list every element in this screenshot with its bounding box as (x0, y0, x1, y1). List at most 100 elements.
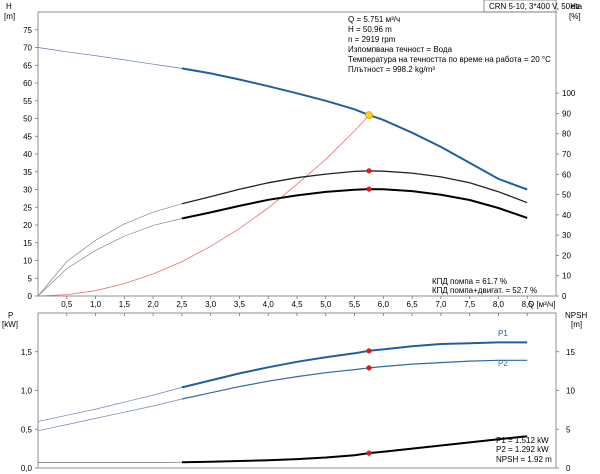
P2-curve-extrapolated (37, 398, 182, 432)
title-box-text: CRN 5-10, 3*400 V, 50Hz (489, 2, 580, 11)
x-tick-labels: 0,5 1,0 1,5 2,0 2,5 3,0 3,5 4,0 4,5 5,0 5,5 6,0 6,5 7… (61, 300, 533, 309)
x-tick-label: 5,0 (320, 300, 332, 309)
top-left-tick-label: 10 (23, 257, 32, 266)
top-right-tick-label: 0 (562, 292, 567, 301)
info-line-head: H = 50.96 m (348, 25, 392, 34)
x-tick-label: 2,0 (148, 300, 160, 309)
bottom-right-tick-label: 5 (566, 425, 571, 434)
x-tick-label: 8,5 (522, 300, 534, 309)
bottom-left-tick-label: 0,0 (21, 464, 33, 473)
operating-point-eta-pump (366, 168, 372, 174)
top-right-tick-label: 20 (562, 251, 571, 260)
top-left-tick-label: 0 (28, 292, 33, 301)
eta-pump-label: КПД помпа = 61.7 % (432, 277, 507, 286)
x-axis-label: Q [м³/ч] (528, 300, 555, 309)
readout-p2: P2 = 1.292 kW (496, 445, 549, 454)
bottom-right-tick-label: 0 (566, 464, 571, 473)
head-curve (181, 67, 528, 191)
top-ylabel-left-unit: [m] (4, 12, 15, 21)
legend-p2: P2 (498, 359, 508, 368)
bottom-left-tick-label: 0,5 (21, 425, 33, 434)
info-line-temperature: Температура на течността по време на раб… (348, 55, 551, 64)
npsh-curve (181, 435, 528, 464)
info-line-speed: n = 2919 rpm (348, 35, 396, 44)
x-tick-label: 0,5 (61, 300, 73, 309)
info-line-density: Плътност = 998.2 kg/m³ (348, 65, 435, 74)
P2-curve (181, 359, 528, 400)
bottom-ylabel-right-unit: [m] (571, 320, 582, 329)
bottom-grid (35, 313, 559, 469)
operating-point-npsh (366, 450, 372, 456)
bottom-left-tick-label: 1,0 (21, 387, 33, 396)
readout-npsh: NPSH = 1.92 m (496, 455, 552, 464)
top-left-tick-label: 30 (23, 186, 32, 195)
operating-point-p1 (366, 348, 372, 354)
top-right-tick-label: 10 (562, 272, 571, 281)
info-line-liquid: Изпомпвана течност = Вода (348, 45, 453, 54)
top-ylabel-right: eta (571, 2, 583, 11)
top-left-tick-label: 75 (23, 26, 32, 35)
top-left-tick-label: 45 (23, 132, 32, 141)
top-left-tick-label: 15 (23, 239, 32, 248)
P1-curve (181, 341, 528, 389)
legend-p1: P1 (498, 329, 508, 338)
bottom-right-tick-labels: 0 5 10 15 (566, 348, 575, 473)
x-tick-label: 1,0 (90, 300, 102, 309)
bottom-series-layer (37, 341, 528, 464)
top-left-tick-label: 5 (28, 274, 33, 283)
eta_total-curve-extrapolated (37, 218, 182, 297)
eta_total-curve (181, 188, 528, 220)
x-tick-label: 8,0 (493, 300, 505, 309)
x-tick-label: 2,5 (176, 300, 188, 309)
readout-p1: P1 = 1.512 kW (496, 436, 549, 445)
system-curve (37, 114, 370, 297)
operating-point-p2 (366, 365, 372, 371)
bottom-plot-frame (37, 312, 557, 469)
head-curve-extrapolated (37, 47, 182, 69)
top-grid (35, 29, 559, 299)
top-right-tick-labels: 0 10 20 30 40 50 60 70 80 90 100 (562, 89, 576, 301)
x-tick-label: 6,5 (407, 300, 419, 309)
operating-point-eta-total (366, 186, 372, 192)
top-series-layer (37, 47, 528, 297)
top-right-tick-label: 90 (562, 109, 571, 118)
top-left-tick-label: 20 (23, 221, 32, 230)
top-left-tick-label: 70 (23, 44, 32, 53)
top-right-tick-label: 70 (562, 150, 571, 159)
bottom-left-tick-label: 1,5 (21, 348, 33, 357)
bottom-ylabel-left: P (8, 311, 13, 320)
top-left-tick-label: 25 (23, 203, 32, 212)
top-right-tick-label: 50 (562, 191, 571, 200)
P1-curve-extrapolated (37, 387, 182, 422)
top-left-tick-label: 35 (23, 168, 32, 177)
bottom-right-tick-label: 15 (566, 348, 575, 357)
eta_pump-curve (181, 170, 528, 205)
bottom-ylabel-left-unit: [kW] (2, 320, 18, 329)
bottom-left-tick-labels: 0,0 0,5 1,0 1,5 (21, 348, 33, 473)
operating-info: Q = 5.751 м³/ч H = 50.96 m n = 2919 rpm … (348, 15, 551, 74)
x-tick-label: 5,5 (349, 300, 361, 309)
top-left-tick-label: 40 (23, 150, 32, 159)
x-tick-label: 4,5 (291, 300, 303, 309)
top-right-tick-label: 40 (562, 211, 571, 220)
top-right-tick-label: 60 (562, 170, 571, 179)
top-right-tick-label: 100 (562, 89, 576, 98)
top-right-tick-label: 80 (562, 130, 571, 139)
x-tick-label: 7,5 (464, 300, 476, 309)
x-tick-label: 3,5 (234, 300, 246, 309)
x-tick-label: 3,0 (205, 300, 217, 309)
x-tick-label: 6,0 (378, 300, 390, 309)
eta-total-label: КПД помпа+двигат. = 52.7 % (432, 286, 537, 295)
operating-point-head (365, 111, 373, 119)
bottom-right-tick-label: 10 (566, 387, 575, 396)
top-left-tick-label: 65 (23, 61, 32, 70)
top-ylabel-right-unit: [%] (569, 12, 581, 21)
top-left-tick-label: 60 (23, 79, 32, 88)
bottom-ylabel-right: NPSH (565, 311, 587, 320)
top-left-tick-label: 50 (23, 115, 32, 124)
info-line-flow: Q = 5.751 м³/ч (348, 15, 400, 24)
eta_pump-curve-extrapolated (37, 203, 182, 297)
x-tick-label: 4,0 (263, 300, 275, 309)
top-ylabel-left: H (6, 2, 12, 11)
